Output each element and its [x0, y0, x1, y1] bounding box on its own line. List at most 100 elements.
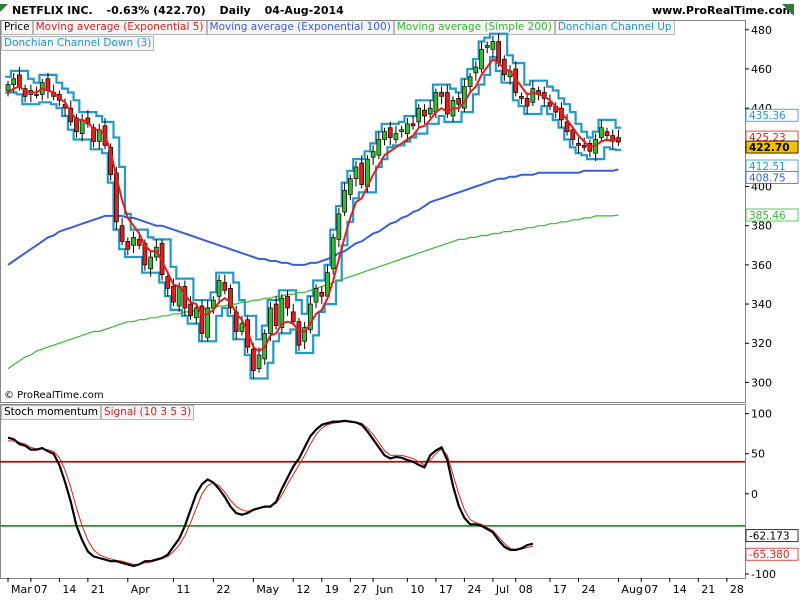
legend-bottom-item-1[interactable]: Signal (10 3 5 3)	[100, 405, 195, 420]
candle-body-57	[330, 237, 336, 270]
date-label-6: 22	[216, 583, 230, 596]
tag-donchian-up-label: 435.36	[749, 110, 786, 122]
candle-body-81	[467, 76, 473, 87]
price-legend: Price Moving average (Exponential 5) Movin…	[1, 20, 675, 52]
candle-body-39	[228, 288, 233, 309]
stoch-momentum-line	[7, 419, 534, 568]
date-label-7: May	[256, 583, 279, 596]
price-ytick-label-8: 460	[751, 63, 772, 76]
chart-period: Daily	[219, 4, 251, 17]
candle-body-73	[422, 109, 427, 117]
candle-body-55	[319, 291, 325, 297]
legend-top-item-0[interactable]: Price	[1, 20, 33, 35]
candle-body-25	[148, 256, 153, 270]
collapse-corner-icon[interactable]	[0, 4, 10, 16]
candle-body-83	[479, 49, 484, 70]
candle-body-105	[604, 131, 610, 136]
donchian-up-line	[5, 32, 622, 341]
candle-body-67	[387, 127, 393, 138]
date-label-13: 17	[439, 583, 453, 596]
date-label-8: 12	[296, 583, 310, 596]
candle-body-7	[45, 78, 51, 91]
indicator-legend: Stoch momentum Signal (10 3 5 3)	[1, 405, 195, 421]
date-label-16: 08	[519, 583, 533, 596]
chart-date: 04-Aug-2014	[264, 4, 344, 17]
stoch-ytick-label-3: -100	[751, 568, 776, 581]
date-label-23: 28	[730, 583, 744, 596]
candle-body-54	[313, 288, 319, 303]
date-label-14: 24	[467, 583, 481, 596]
candle-body-49	[285, 295, 290, 309]
candle-body-32	[188, 303, 193, 317]
legend-bottom-item-0[interactable]: Stoch momentum	[1, 405, 101, 420]
candle-body-59	[342, 190, 347, 213]
candle-body-92	[530, 88, 536, 103]
date-label-15: Jul	[495, 583, 509, 596]
ema5-line	[7, 57, 620, 353]
candle-body-12	[74, 117, 79, 133]
candle-body-34	[199, 305, 205, 334]
candle-body-52	[302, 327, 308, 342]
date-label-22: 21	[701, 583, 715, 596]
date-label-5: 11	[176, 583, 190, 596]
candle-body-99	[570, 129, 576, 140]
candle-body-29	[171, 286, 176, 303]
date-label-12: 10	[410, 583, 424, 596]
date-label-2: 14	[62, 583, 76, 596]
candle-body-44	[256, 354, 262, 370]
candle-body-38	[222, 282, 228, 291]
candle-body-47	[273, 303, 279, 326]
candle-body-79	[456, 98, 462, 105]
price-change: -0.63% (422.70)	[106, 4, 206, 17]
candle-body-1	[11, 78, 17, 85]
candle-body-69	[399, 129, 404, 133]
header-title: NETFLIX INC. -0.63% (422.70) Daily 04-Au…	[4, 4, 354, 17]
stoch-ytick-label-0: 100	[751, 408, 772, 421]
symbol-name: NETFLIX INC.	[12, 4, 93, 17]
sma200-line	[7, 214, 619, 370]
candle-body-58	[336, 213, 342, 240]
candle-body-50	[290, 311, 296, 323]
candle-body-98	[564, 121, 570, 133]
candle-body-82	[473, 66, 479, 74]
candle-body-20	[119, 225, 125, 242]
candle-body-33	[193, 307, 199, 319]
date-label-21: 14	[673, 583, 687, 596]
tag-donchian-up-box	[745, 108, 799, 122]
tag-stoch-label: -62.173	[749, 531, 790, 543]
price-panel-frame	[0, 20, 746, 403]
legend-top-item-3[interactable]: Moving average (Simple 200)	[393, 20, 555, 35]
candle-body-37	[216, 280, 222, 297]
date-label-20: 07	[644, 583, 658, 596]
candle-body-0	[5, 84, 11, 91]
candle-body-62	[359, 162, 365, 185]
price-ytick-label-2: 340	[751, 298, 772, 311]
price-ytick-label-1: 320	[751, 337, 772, 350]
candle-body-71	[410, 123, 416, 127]
candle-body-72	[416, 107, 422, 123]
candle-body-53	[308, 303, 313, 330]
legend-top-item-5[interactable]: Donchian Channel Down (3)	[1, 36, 155, 51]
legend-top-item-2[interactable]: Moving average (Exponential 100)	[206, 20, 394, 35]
candle-body-23	[136, 239, 142, 246]
legend-top-item-1[interactable]: Moving average (Exponential 5)	[32, 20, 207, 35]
candle-body-65	[376, 139, 382, 156]
site-link[interactable]: www.ProRealTime.com	[651, 4, 794, 17]
candle-body-48	[279, 297, 285, 328]
tag-price-box	[745, 140, 799, 154]
price-ytick-label-9: 480	[751, 24, 772, 37]
candle-body-60	[347, 178, 353, 195]
date-label-9: 19	[325, 583, 339, 596]
candle-body-61	[353, 166, 359, 180]
candle-body-100	[576, 143, 581, 146]
price-ytick-label-4: 380	[751, 220, 772, 233]
candle-body-104	[598, 127, 604, 138]
date-label-4: Apr	[131, 583, 151, 596]
candle-body-76	[439, 92, 444, 97]
candle-body-36	[211, 299, 216, 309]
date-label-17: 17	[553, 583, 567, 596]
candle-body-84	[484, 45, 490, 48]
candle-body-86	[496, 41, 501, 64]
corner-triangle-icon[interactable]	[782, 4, 794, 16]
